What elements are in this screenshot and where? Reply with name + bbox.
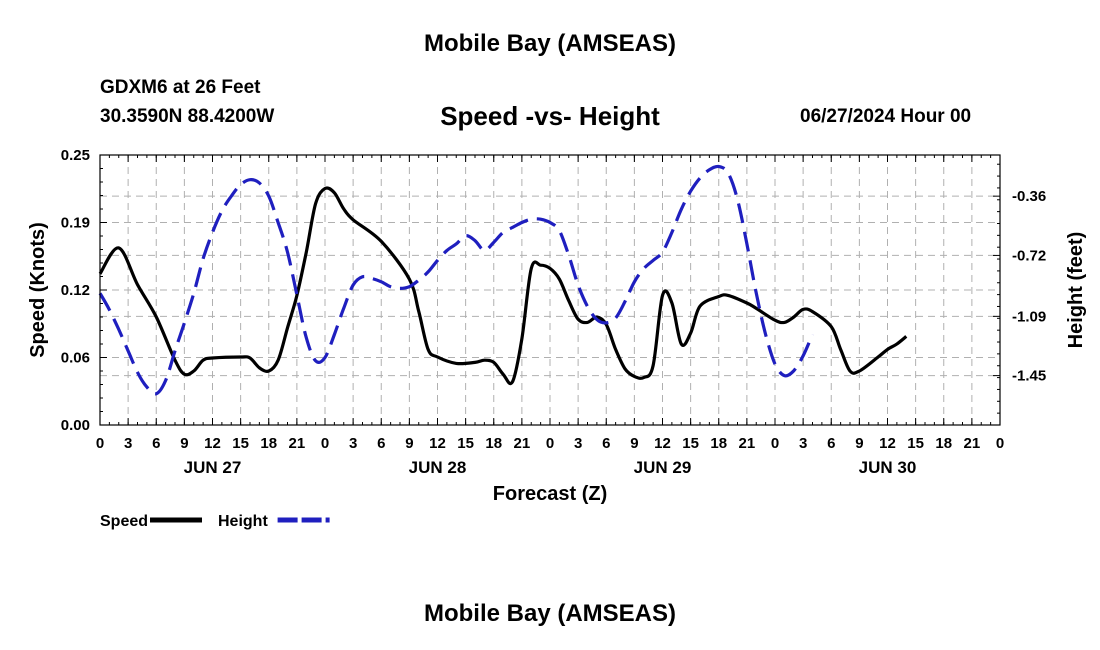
x-tick-label: 3 (349, 435, 357, 452)
y2-tick-label: -0.72 (1012, 247, 1046, 264)
station-label: GDXM6 at 26 Feet (100, 77, 261, 98)
x-tick-label: 0 (546, 435, 554, 452)
day-label: JUN 28 (409, 458, 467, 477)
y2-tick-label: -1.45 (1012, 368, 1046, 385)
y2-tick-label: -1.09 (1012, 308, 1046, 325)
x-tick-label: 3 (124, 435, 132, 452)
y-tick-label: 0.06 (61, 350, 90, 367)
x-tick-label: 12 (654, 435, 671, 452)
chart-title: Speed -vs- Height (440, 101, 660, 131)
x-tick-label: 6 (827, 435, 835, 452)
x-tick-label: 12 (429, 435, 446, 452)
x-tick-label: 3 (574, 435, 582, 452)
x-tick-label: 21 (289, 435, 306, 452)
legend-label-speed: Speed (100, 513, 148, 530)
x-tick-label: 9 (630, 435, 638, 452)
y2-tick-label: -0.36 (1012, 188, 1046, 205)
y-tick-label: 0.12 (61, 282, 90, 299)
x-tick-label: 18 (260, 435, 277, 452)
x-tick-label: 21 (514, 435, 531, 452)
day-label: JUN 29 (634, 458, 692, 477)
x-tick-label: 0 (996, 435, 1004, 452)
x-tick-label: 12 (879, 435, 896, 452)
station-coordinates: 30.3590N 88.4200W (100, 106, 275, 127)
x-tick-label: 21 (964, 435, 981, 452)
day-label: JUN 30 (859, 458, 917, 477)
x-tick-label: 6 (377, 435, 385, 452)
main-title: Mobile Bay (AMSEAS) (423, 30, 677, 57)
x-tick-label: 15 (457, 435, 474, 452)
y-tick-label: 0.25 (61, 147, 90, 164)
y-tick-label: 0.00 (61, 417, 90, 434)
series-speed-line (98, 186, 908, 386)
x-tick-label: 18 (935, 435, 952, 452)
series-height-line (98, 164, 814, 396)
bottom-title: Mobile Bay (AMSEAS) (423, 600, 677, 627)
x-tick-label: 15 (907, 435, 924, 452)
legend: Speed Height (100, 513, 330, 530)
grid-layer (100, 155, 1000, 425)
x-tick-label: 9 (180, 435, 188, 452)
series-layer (98, 164, 908, 396)
x-tick-label: 6 (602, 435, 610, 452)
x-tick-label: 0 (321, 435, 329, 452)
x-tick-label: 3 (799, 435, 807, 452)
x-tick-label: 0 (771, 435, 779, 452)
x-axis-label: Forecast (Z) (493, 483, 607, 505)
x-tick-label: 18 (710, 435, 727, 452)
x-tick-label: 15 (682, 435, 699, 452)
x-tick-label: 18 (485, 435, 502, 452)
forecast-time: 06/27/2024 Hour 00 (800, 106, 972, 127)
x-tick-label: 0 (96, 435, 104, 452)
x-tick-label: 15 (232, 435, 249, 452)
y-tick-label: 0.19 (61, 215, 90, 232)
x-tick-label: 9 (405, 435, 413, 452)
x-tick-label: 6 (152, 435, 160, 452)
x-tick-label: 21 (739, 435, 756, 452)
axes-layer: 0 3 6 9 12 15 18 21 0 3 6 9 12 15 18 21 0 3 6 9 12 15 18 21 0 3 6 9… (61, 147, 1046, 477)
y-axis-label: Speed (Knots) (27, 222, 49, 358)
day-label: JUN 27 (184, 458, 242, 477)
x-tick-label: 9 (855, 435, 863, 452)
x-tick-label: 12 (204, 435, 221, 452)
legend-label-height: Height (218, 513, 268, 530)
y2-axis-label: Height (feet) (1065, 232, 1087, 349)
